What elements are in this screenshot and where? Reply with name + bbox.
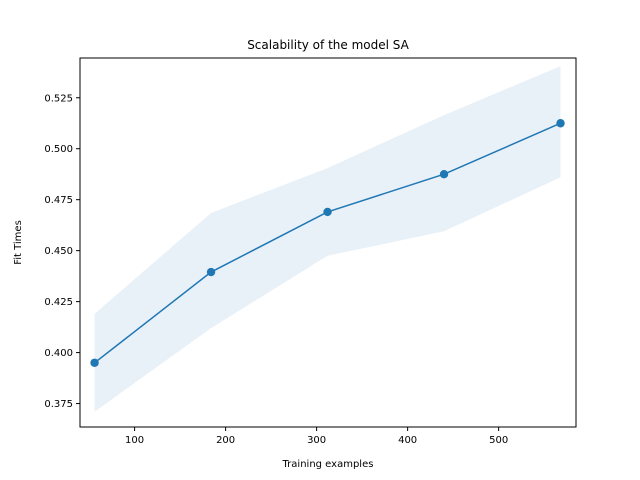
y-tick-label: 0.425 [44, 297, 73, 308]
confidence-band [94, 66, 561, 412]
data-point [323, 207, 332, 217]
y-tick-label: 0.475 [44, 195, 73, 206]
y-axis-label: Fit Times [13, 220, 24, 265]
y-tick-label: 0.450 [44, 246, 73, 257]
data-points-layer [90, 119, 565, 367]
data-point [206, 267, 216, 277]
x-tick-label: 400 [398, 435, 417, 446]
y-tick-label: 0.400 [44, 348, 73, 359]
x-tick-label: 300 [307, 435, 326, 446]
x-tick-label: 500 [489, 435, 508, 446]
data-point [90, 358, 99, 367]
y-axis-ticks: 0.375 0.400 0.425 0.450 0.475 0.500 0.525 [44, 93, 80, 410]
x-axis-label: Training examples [282, 459, 374, 470]
x-axis-ticks: 100 200 300 400 500 [125, 427, 508, 446]
x-tick-label: 200 [216, 435, 235, 446]
plot-frame [79, 57, 577, 428]
y-tick-label: 0.375 [44, 399, 73, 410]
confidence-band-layer [94, 66, 561, 412]
y-tick-label: 0.525 [44, 93, 73, 104]
x-tick-label: 100 [125, 435, 144, 446]
chart-title: Scalability of the model SA [247, 38, 409, 52]
y-tick-label: 0.500 [44, 144, 73, 155]
data-point [439, 170, 449, 179]
data-point [556, 119, 565, 128]
